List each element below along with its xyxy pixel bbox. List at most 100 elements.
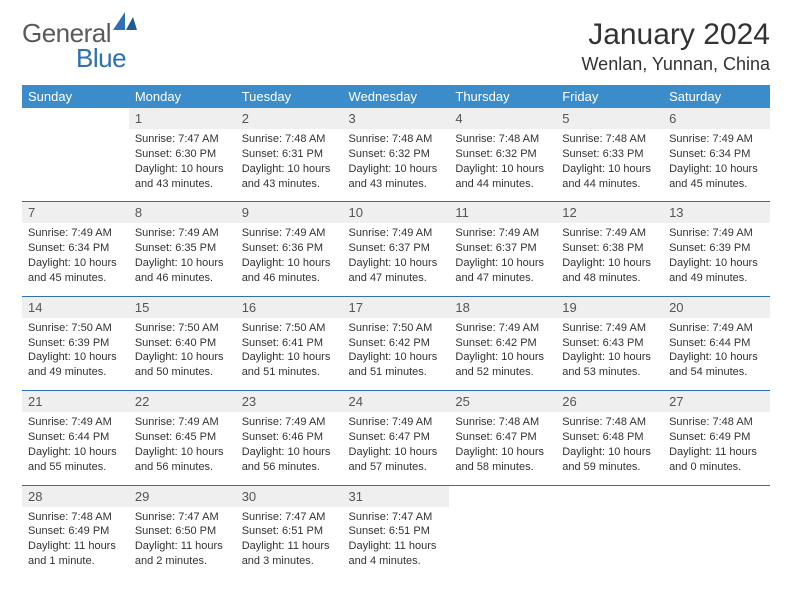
- day-number: 2: [236, 108, 343, 129]
- day-number: 19: [556, 297, 663, 318]
- sunrise-text: Sunrise: 7:49 AM: [242, 415, 337, 430]
- day-number-row: 14151617181920: [22, 297, 770, 318]
- day-number: 23: [236, 391, 343, 412]
- day-header: Friday: [556, 85, 663, 108]
- sunrise-text: Sunrise: 7:47 AM: [135, 132, 230, 147]
- day-number: 1: [129, 108, 236, 129]
- day-number: 14: [22, 297, 129, 318]
- daylight-text: Daylight: 10 hours and 57 minutes.: [349, 445, 444, 475]
- day-number: 16: [236, 297, 343, 318]
- day-number: [556, 486, 663, 507]
- day-number-row: 123456: [22, 108, 770, 129]
- day-number: 28: [22, 486, 129, 507]
- day-cell: Sunrise: 7:49 AMSunset: 6:39 PMDaylight:…: [663, 223, 770, 296]
- sunrise-text: Sunrise: 7:50 AM: [28, 321, 123, 336]
- day-number: 29: [129, 486, 236, 507]
- sunset-text: Sunset: 6:44 PM: [28, 430, 123, 445]
- daylight-text: Daylight: 10 hours and 43 minutes.: [349, 162, 444, 192]
- sunset-text: Sunset: 6:39 PM: [28, 336, 123, 351]
- day-cell: Sunrise: 7:49 AMSunset: 6:47 PMDaylight:…: [343, 412, 450, 485]
- sunset-text: Sunset: 6:51 PM: [242, 524, 337, 539]
- daylight-text: Daylight: 11 hours and 2 minutes.: [135, 539, 230, 569]
- sunrise-text: Sunrise: 7:48 AM: [349, 132, 444, 147]
- day-cell: Sunrise: 7:49 AMSunset: 6:45 PMDaylight:…: [129, 412, 236, 485]
- day-cell: Sunrise: 7:49 AMSunset: 6:34 PMDaylight:…: [663, 129, 770, 202]
- day-content-row: Sunrise: 7:50 AMSunset: 6:39 PMDaylight:…: [22, 318, 770, 391]
- day-cell: Sunrise: 7:48 AMSunset: 6:33 PMDaylight:…: [556, 129, 663, 202]
- day-header: Monday: [129, 85, 236, 108]
- day-cell: [22, 129, 129, 202]
- sunrise-text: Sunrise: 7:49 AM: [455, 226, 550, 241]
- day-number: 11: [449, 202, 556, 223]
- sunrise-text: Sunrise: 7:49 AM: [562, 226, 657, 241]
- daylight-text: Daylight: 10 hours and 43 minutes.: [135, 162, 230, 192]
- day-cell: Sunrise: 7:50 AMSunset: 6:42 PMDaylight:…: [343, 318, 450, 391]
- sunset-text: Sunset: 6:37 PM: [455, 241, 550, 256]
- daylight-text: Daylight: 10 hours and 53 minutes.: [562, 350, 657, 380]
- sunrise-text: Sunrise: 7:49 AM: [28, 415, 123, 430]
- logo: GeneralBlue: [22, 18, 137, 74]
- sunrise-text: Sunrise: 7:49 AM: [28, 226, 123, 241]
- sunset-text: Sunset: 6:30 PM: [135, 147, 230, 162]
- day-number: 13: [663, 202, 770, 223]
- daylight-text: Daylight: 11 hours and 1 minute.: [28, 539, 123, 569]
- day-number: 15: [129, 297, 236, 318]
- sunset-text: Sunset: 6:47 PM: [349, 430, 444, 445]
- daylight-text: Daylight: 10 hours and 50 minutes.: [135, 350, 230, 380]
- daylight-text: Daylight: 10 hours and 58 minutes.: [455, 445, 550, 475]
- sunrise-text: Sunrise: 7:48 AM: [562, 415, 657, 430]
- day-number: 4: [449, 108, 556, 129]
- logo-text-blue: Blue: [76, 43, 137, 74]
- sunset-text: Sunset: 6:41 PM: [242, 336, 337, 351]
- daylight-text: Daylight: 10 hours and 47 minutes.: [455, 256, 550, 286]
- sunset-text: Sunset: 6:36 PM: [242, 241, 337, 256]
- sunset-text: Sunset: 6:38 PM: [562, 241, 657, 256]
- day-number: 10: [343, 202, 450, 223]
- sunrise-text: Sunrise: 7:48 AM: [562, 132, 657, 147]
- daylight-text: Daylight: 10 hours and 48 minutes.: [562, 256, 657, 286]
- sunset-text: Sunset: 6:32 PM: [349, 147, 444, 162]
- sunrise-text: Sunrise: 7:49 AM: [669, 132, 764, 147]
- sunrise-text: Sunrise: 7:47 AM: [135, 510, 230, 525]
- day-cell: Sunrise: 7:48 AMSunset: 6:32 PMDaylight:…: [343, 129, 450, 202]
- day-cell: Sunrise: 7:48 AMSunset: 6:49 PMDaylight:…: [663, 412, 770, 485]
- daylight-text: Daylight: 11 hours and 4 minutes.: [349, 539, 444, 569]
- sunset-text: Sunset: 6:48 PM: [562, 430, 657, 445]
- sunset-text: Sunset: 6:45 PM: [135, 430, 230, 445]
- sunset-text: Sunset: 6:42 PM: [349, 336, 444, 351]
- title-block: January 2024 Wenlan, Yunnan, China: [582, 18, 770, 75]
- daylight-text: Daylight: 10 hours and 44 minutes.: [562, 162, 657, 192]
- sunrise-text: Sunrise: 7:48 AM: [669, 415, 764, 430]
- daylight-text: Daylight: 10 hours and 45 minutes.: [669, 162, 764, 192]
- daylight-text: Daylight: 10 hours and 49 minutes.: [669, 256, 764, 286]
- day-cell: Sunrise: 7:49 AMSunset: 6:42 PMDaylight:…: [449, 318, 556, 391]
- sunset-text: Sunset: 6:49 PM: [28, 524, 123, 539]
- daylight-text: Daylight: 10 hours and 49 minutes.: [28, 350, 123, 380]
- day-cell: Sunrise: 7:49 AMSunset: 6:46 PMDaylight:…: [236, 412, 343, 485]
- day-header: Sunday: [22, 85, 129, 108]
- day-content-row: Sunrise: 7:49 AMSunset: 6:34 PMDaylight:…: [22, 223, 770, 296]
- sunrise-text: Sunrise: 7:49 AM: [135, 226, 230, 241]
- sunset-text: Sunset: 6:33 PM: [562, 147, 657, 162]
- logo-sail-icon: [113, 12, 137, 30]
- day-number: 21: [22, 391, 129, 412]
- sunrise-text: Sunrise: 7:49 AM: [669, 321, 764, 336]
- location-label: Wenlan, Yunnan, China: [582, 54, 770, 75]
- daylight-text: Daylight: 10 hours and 59 minutes.: [562, 445, 657, 475]
- day-cell: Sunrise: 7:47 AMSunset: 6:30 PMDaylight:…: [129, 129, 236, 202]
- day-number: [449, 486, 556, 507]
- daylight-text: Daylight: 10 hours and 47 minutes.: [349, 256, 444, 286]
- sunset-text: Sunset: 6:47 PM: [455, 430, 550, 445]
- day-cell: Sunrise: 7:48 AMSunset: 6:31 PMDaylight:…: [236, 129, 343, 202]
- sunset-text: Sunset: 6:46 PM: [242, 430, 337, 445]
- day-number: 9: [236, 202, 343, 223]
- sunset-text: Sunset: 6:50 PM: [135, 524, 230, 539]
- page-header: GeneralBlue January 2024 Wenlan, Yunnan,…: [22, 18, 770, 75]
- sunset-text: Sunset: 6:34 PM: [669, 147, 764, 162]
- daylight-text: Daylight: 10 hours and 51 minutes.: [349, 350, 444, 380]
- day-cell: Sunrise: 7:48 AMSunset: 6:49 PMDaylight:…: [22, 507, 129, 579]
- month-title: January 2024: [582, 18, 770, 52]
- day-cell: Sunrise: 7:49 AMSunset: 6:44 PMDaylight:…: [663, 318, 770, 391]
- sunset-text: Sunset: 6:49 PM: [669, 430, 764, 445]
- day-number: 18: [449, 297, 556, 318]
